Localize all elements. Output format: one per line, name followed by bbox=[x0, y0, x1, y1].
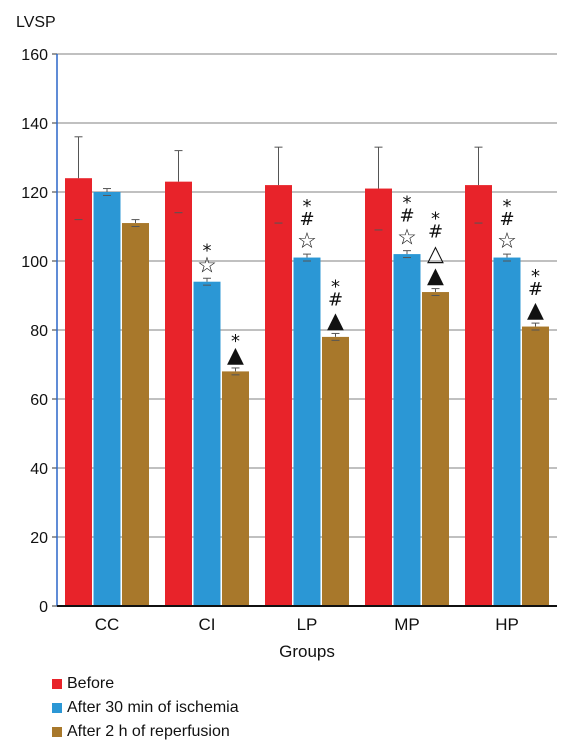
y-tick-label: 20 bbox=[30, 530, 48, 547]
significance-mark: * bbox=[331, 276, 340, 297]
significance-mark: ▲ bbox=[427, 264, 444, 289]
x-tick-label: MP bbox=[394, 615, 420, 634]
bar bbox=[422, 292, 449, 606]
significance-mark: # bbox=[299, 209, 314, 230]
y-tick-label: 40 bbox=[30, 461, 48, 478]
legend-item-reperfusion: After 2 h of reperfusion bbox=[52, 720, 239, 744]
y-axis-label: LVSP bbox=[16, 14, 56, 31]
significance-mark: ☆ bbox=[497, 229, 517, 254]
x-axis-label: Groups bbox=[279, 642, 335, 661]
significance-mark: # bbox=[428, 222, 443, 243]
significance-mark: # bbox=[528, 279, 543, 300]
bar bbox=[193, 281, 221, 606]
bar bbox=[65, 178, 92, 606]
legend-item-ischemia: After 30 min of ischemia bbox=[52, 696, 239, 720]
bar bbox=[165, 181, 192, 606]
bar bbox=[465, 185, 492, 606]
significance-mark: ▲ bbox=[227, 343, 244, 368]
y-tick-label: 0 bbox=[39, 599, 48, 616]
legend-swatch-reperfusion bbox=[52, 727, 62, 737]
x-tick-label: LP bbox=[297, 615, 318, 634]
legend: Before After 30 min of ischemia After 2 … bbox=[52, 672, 239, 744]
significance-mark: ☆ bbox=[397, 226, 417, 251]
significance-mark: * bbox=[231, 331, 240, 352]
significance-mark: * bbox=[431, 209, 440, 230]
bar bbox=[222, 371, 249, 606]
bar bbox=[93, 192, 121, 606]
y-tick-label: 60 bbox=[30, 392, 48, 409]
significance-mark: * bbox=[403, 193, 412, 214]
bar bbox=[265, 185, 292, 606]
y-tick-label: 140 bbox=[21, 116, 48, 133]
legend-swatch-ischemia bbox=[52, 703, 62, 713]
x-tick-label: CI bbox=[199, 615, 216, 634]
y-tick-label: 120 bbox=[21, 185, 48, 202]
significance-mark: ☆ bbox=[297, 229, 317, 254]
significance-mark: ☆ bbox=[197, 253, 217, 278]
significance-mark: △ bbox=[427, 242, 444, 267]
significance-mark: * bbox=[303, 196, 312, 217]
bar bbox=[493, 257, 521, 606]
significance-mark: * bbox=[531, 266, 540, 287]
y-tick-label: 100 bbox=[21, 254, 48, 271]
bar bbox=[122, 223, 149, 607]
bar bbox=[365, 188, 392, 607]
significance-mark: ▲ bbox=[327, 308, 344, 333]
x-tick-label: HP bbox=[495, 615, 519, 634]
significance-mark: * bbox=[503, 196, 512, 217]
legend-label-reperfusion: After 2 h of reperfusion bbox=[67, 723, 230, 740]
significance-mark: # bbox=[328, 289, 343, 310]
significance-mark: # bbox=[499, 209, 514, 230]
legend-label-before: Before bbox=[67, 675, 115, 692]
bar bbox=[322, 336, 349, 606]
significance-mark: ▲ bbox=[527, 298, 544, 323]
x-tick-label: CC bbox=[95, 615, 120, 634]
bar bbox=[393, 254, 421, 606]
y-tick-label: 160 bbox=[21, 47, 48, 64]
legend-item-before: Before bbox=[52, 672, 239, 696]
significance-mark: # bbox=[399, 206, 414, 227]
bar bbox=[522, 326, 549, 606]
y-tick-label: 80 bbox=[30, 323, 48, 340]
legend-swatch-before bbox=[52, 679, 62, 689]
bar bbox=[293, 257, 321, 606]
significance-mark: * bbox=[203, 240, 212, 261]
legend-label-ischemia: After 30 min of ischemia bbox=[67, 699, 239, 716]
